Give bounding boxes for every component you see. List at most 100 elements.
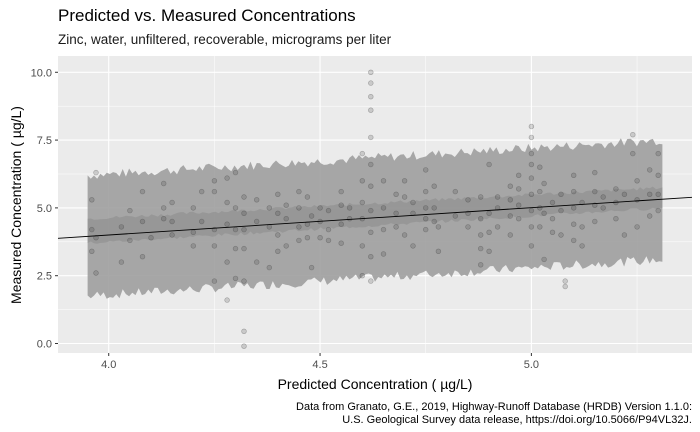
data-point (368, 69, 374, 76)
data-point (423, 188, 429, 195)
data-point (232, 245, 239, 252)
data-point (562, 283, 568, 290)
data-point (199, 218, 205, 225)
data-point (139, 254, 146, 260)
data-point (507, 183, 513, 189)
data-point (393, 210, 399, 217)
data-point (359, 150, 365, 157)
data-point (211, 278, 218, 284)
chart-subtitle: Zinc, water, unfiltered, recoverable, mi… (58, 32, 392, 47)
data-point (515, 186, 522, 192)
x-tick-label: 4.0 (101, 359, 116, 371)
data-point (592, 188, 598, 195)
data-point (478, 245, 484, 252)
data-point (254, 259, 260, 265)
data-point (139, 188, 146, 195)
data-point (89, 197, 95, 203)
data-point (224, 221, 230, 227)
fit-line (57, 196, 693, 239)
data-point (368, 254, 374, 260)
data-point (537, 188, 543, 195)
data-point (423, 167, 429, 173)
data-point (127, 207, 133, 214)
prediction-bands (87, 138, 663, 299)
data-point (89, 226, 95, 233)
data-point (296, 237, 302, 244)
data-point (435, 224, 442, 230)
data-point (232, 205, 239, 211)
data-point (592, 169, 598, 176)
data-point (338, 221, 344, 227)
data-point (275, 248, 281, 255)
data-point (549, 229, 556, 236)
data-point (317, 235, 323, 241)
data-point (401, 178, 408, 184)
data-point (296, 224, 302, 230)
data-point (275, 191, 281, 198)
data-point (254, 197, 260, 203)
data-point (452, 188, 458, 195)
data-point (630, 150, 636, 157)
data-point (528, 161, 535, 168)
data-point (232, 226, 239, 233)
data-point (507, 197, 513, 203)
data-point (241, 245, 247, 252)
data-point (368, 80, 374, 86)
data-point (435, 248, 442, 255)
data-point (380, 205, 387, 211)
data-point (478, 194, 484, 200)
data-point (528, 191, 535, 198)
data-point (621, 191, 628, 198)
data-point (558, 207, 564, 214)
data-point (528, 207, 535, 214)
y-tick-label: 2.5 (37, 271, 52, 283)
data-point (431, 205, 437, 211)
data-point (570, 205, 577, 211)
data-point (613, 216, 619, 222)
data-point (646, 213, 653, 219)
data-point (283, 202, 289, 208)
x-axis-ticks: 4.0 4.5 5.0 (101, 353, 539, 371)
data-point (494, 194, 501, 200)
data-point (655, 207, 661, 214)
data-point (507, 232, 513, 238)
y-axis-ticks: 0.0 2.5 5.0 7.5 10.0 (31, 67, 58, 351)
data-point (308, 213, 315, 219)
x-tick-label: 5.0 (524, 359, 539, 371)
data-point (541, 210, 547, 217)
data-point (368, 183, 374, 189)
data-point (338, 240, 344, 246)
data-point (393, 191, 399, 198)
data-point (283, 243, 289, 249)
data-point (232, 275, 239, 282)
data-point (368, 134, 374, 141)
caption-line-2: U.S. Geological Survey data release, htt… (342, 414, 692, 426)
data-point (478, 262, 484, 268)
data-point (537, 224, 543, 230)
data-point (338, 202, 344, 208)
chart-title: Predicted vs. Measured Concentrations (58, 6, 356, 25)
data-point (325, 226, 332, 233)
data-point (621, 232, 628, 238)
data-point (211, 243, 218, 249)
data-point (423, 205, 429, 211)
data-point (275, 232, 281, 238)
data-point (296, 188, 302, 195)
data-point (317, 205, 323, 211)
data-point (368, 207, 374, 214)
data-point (562, 278, 568, 284)
data-point (515, 216, 522, 222)
data-point (211, 178, 218, 184)
data-point (199, 188, 205, 195)
data-point (304, 235, 311, 241)
data-point (224, 175, 230, 181)
data-point (393, 224, 399, 230)
y-tick-label: 10.0 (31, 67, 52, 79)
data-point (528, 134, 535, 141)
data-point (646, 167, 653, 173)
data-point (528, 123, 535, 130)
data-point (161, 216, 167, 222)
data-point (486, 161, 492, 168)
data-point (465, 224, 471, 230)
data-point (558, 191, 564, 198)
